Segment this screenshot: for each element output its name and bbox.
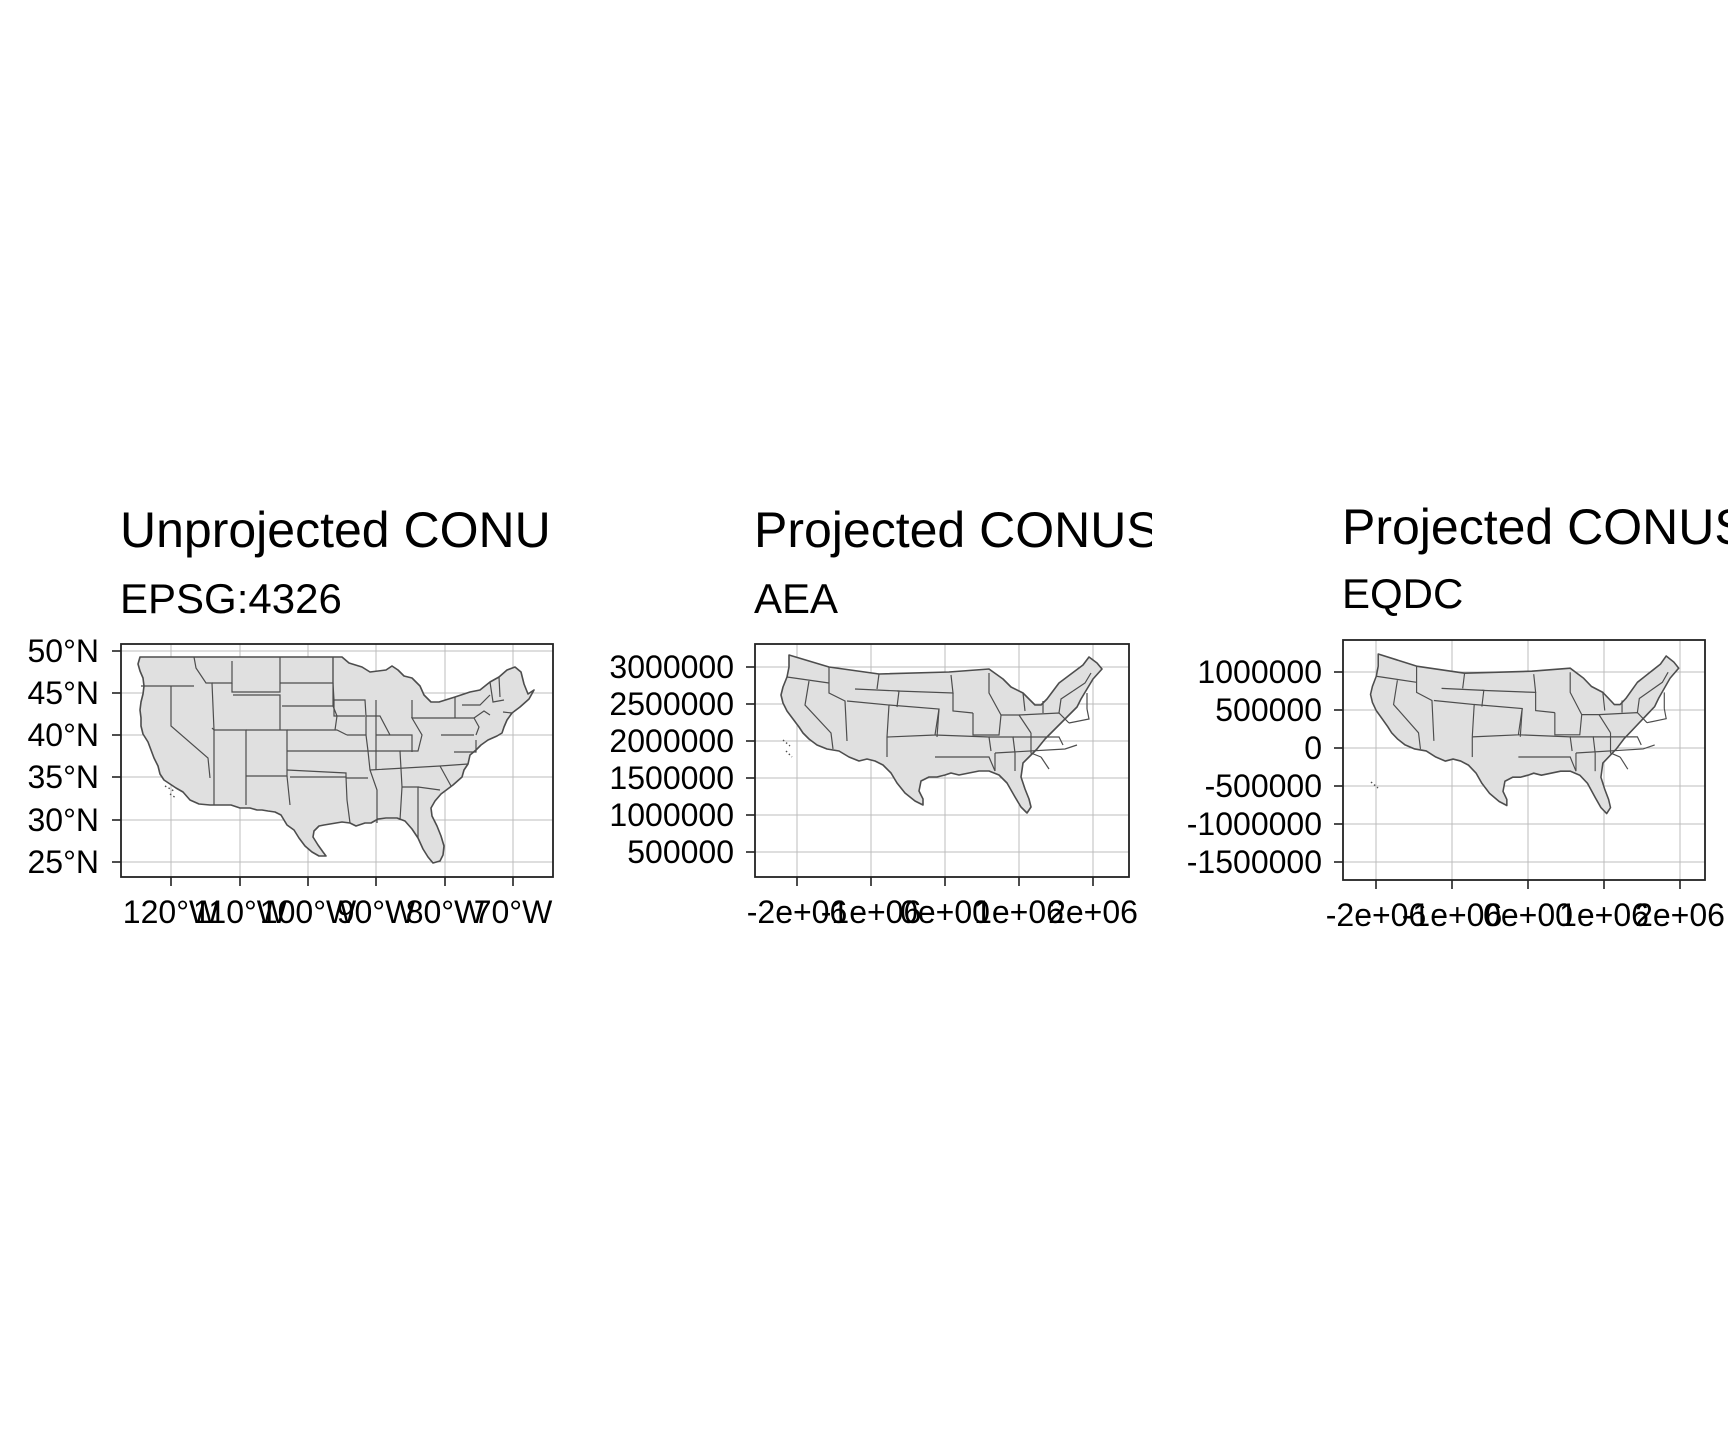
state-borders	[1376, 666, 1669, 772]
state-borders	[141, 656, 513, 838]
x-tick-label: -2e+06	[1326, 897, 1427, 933]
y-tick-label: 35°N	[28, 759, 100, 795]
x-axis	[1375, 880, 1681, 889]
y-tick-label: 2500000	[609, 686, 734, 722]
y-tick-label: 0	[1304, 730, 1322, 766]
x-axis	[796, 877, 1094, 886]
x-tick-label: -1e+06	[821, 894, 922, 930]
x-tick-label: 0e+00	[900, 894, 990, 930]
panel-frame	[1342, 639, 1706, 881]
y-tick-label: 3000000	[609, 649, 734, 685]
title-clip-mask	[1152, 480, 1332, 560]
y-axis	[112, 650, 121, 863]
x-tick-label: 0e+00	[1483, 897, 1573, 933]
channel-islands	[1370, 781, 1379, 789]
x-tick-label: 2e+06	[1048, 894, 1138, 930]
y-axis	[1334, 671, 1343, 863]
y-tick-label: 500000	[1215, 692, 1322, 728]
panel-subtitle: EPSG:4326	[120, 575, 342, 622]
y-tick-label: 40°N	[28, 717, 100, 753]
channel-islands	[164, 785, 177, 799]
x-tick-label: 1e+06	[974, 894, 1064, 930]
x-tick-label: 90°W	[337, 894, 416, 930]
x-tick-label: 70°W	[474, 894, 553, 930]
y-tick-label: 1500000	[609, 760, 734, 796]
panel-title: Unprojected CONU	[120, 502, 551, 558]
channel-islands	[782, 739, 793, 758]
conus-landmass	[137, 656, 535, 864]
y-axis	[746, 666, 755, 853]
y-tick-label: 45°N	[28, 675, 100, 711]
panel-frame	[120, 643, 554, 878]
x-tick-label: -2e+06	[747, 894, 848, 930]
x-tick-label: 80°W	[406, 894, 485, 930]
panel-aea: Projected CONUS AEA -2e+06 -1e+06 0e+00 …	[609, 502, 1159, 930]
y-tick-label: -1000000	[1187, 806, 1322, 842]
x-tick-label: 2e+06	[1635, 897, 1725, 933]
y-tick-label: 2000000	[609, 723, 734, 759]
x-tick-label: 1e+06	[1559, 897, 1649, 933]
y-tick-label: -1500000	[1187, 844, 1322, 880]
panel-subtitle: EQDC	[1342, 570, 1463, 617]
panel-unprojected: Unprojected CONU EPSG:4326	[28, 502, 554, 930]
conus-landmass	[1369, 653, 1680, 815]
panel-title: Projected CONUS	[1342, 499, 1728, 555]
x-axis	[170, 877, 514, 886]
title-clip-mask	[572, 480, 747, 560]
panel-title: Projected CONUS	[754, 502, 1160, 558]
panel-frame	[754, 643, 1130, 878]
y-tick-label: -500000	[1205, 768, 1322, 804]
y-tick-label: 50°N	[28, 633, 100, 669]
x-tick-label: 120°W	[123, 894, 220, 930]
x-tick-label: 100°W	[260, 894, 357, 930]
y-tick-label: 25°N	[28, 844, 100, 880]
conus-landmass	[780, 654, 1103, 814]
x-tick-label: -1e+06	[1402, 897, 1503, 933]
y-tick-label: 1000000	[609, 797, 734, 833]
y-tick-label: 30°N	[28, 802, 100, 838]
y-tick-label: 1000000	[1197, 654, 1322, 690]
panel-subtitle: AEA	[754, 575, 838, 622]
y-tick-label: 500000	[627, 834, 734, 870]
panel-eqdc: Projected CONUS EQDC -2e+06 -1e+06 0e+00…	[1187, 499, 1728, 933]
x-tick-label: 110°W	[193, 894, 288, 930]
state-borders	[786, 667, 1092, 772]
